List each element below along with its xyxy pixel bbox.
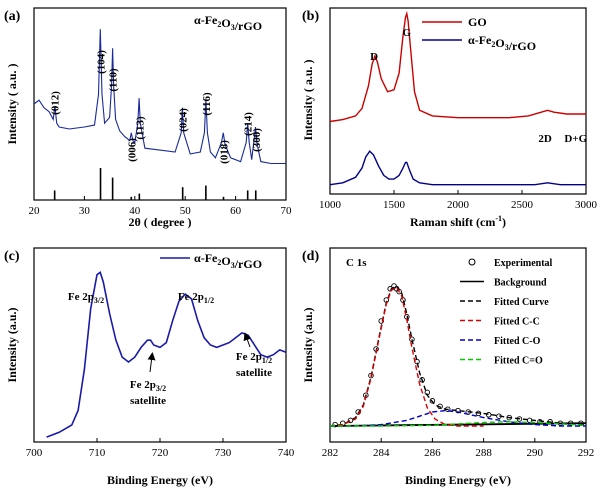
panel-c-xtick-label: 710	[89, 447, 106, 459]
panel-d-legend-label: Fitted C=O	[494, 356, 543, 367]
panel-c-xtick-label: 730	[215, 447, 232, 459]
panel-c-xtick-label: 700	[26, 447, 43, 459]
panel-c-arrow-sat32	[147, 352, 156, 373]
panel-b-peak-label: G	[403, 27, 412, 39]
panel-d-annotation: C 1s	[346, 257, 367, 269]
panel-c-xtick-label: 720	[152, 447, 169, 459]
panel-b-xtick-label: 3000	[575, 199, 598, 211]
panel-a-peak-label: (006)	[126, 138, 138, 162]
panel-d-experimental-point	[475, 410, 482, 417]
panel-c-label-fe2p32: Fe 2p3/2	[68, 291, 104, 305]
panel-c-label-sat12: Fe 2p1/2	[236, 351, 272, 365]
panel-d-legend-label: Fitted C-C	[494, 317, 540, 328]
panel-d-xtick-label: 292	[578, 447, 595, 459]
panel-b: (b) GO α-Fe2O3/rGO D G 2D D+G 1000 1500 2000 2…	[301, 7, 598, 229]
panel-a-peak-label: (300)	[251, 128, 263, 152]
panel-d-xtick-label: 290	[527, 447, 544, 459]
panel-d-xtick-label: 284	[373, 447, 390, 459]
panel-c-frame	[33, 247, 287, 443]
panel-b-go-series	[329, 10, 586, 123]
panel-d-legend-label: Experimental	[494, 258, 553, 269]
panel-b-id: (b)	[302, 9, 319, 24]
panel-d-xlabel: Binding Energy (eV)	[405, 473, 511, 487]
panel-d-xtick-label: 286	[424, 447, 441, 459]
panel-b-fe2o3-series	[329, 150, 586, 186]
panel-c-arrow-sat12	[243, 332, 252, 348]
panel-d-experimental-point	[400, 297, 406, 303]
panel-d-xtick-label: 288	[475, 447, 492, 459]
panel-d-ylabel: Intensity (a.u.)	[301, 307, 315, 382]
panel-a-xtick-label: 40	[129, 205, 141, 217]
panel-b-ylabel: Intensity ( a.u. )	[301, 59, 315, 140]
panel-b-peak-label: 2D	[538, 133, 552, 145]
panel-a-peak-label: (214)	[243, 112, 255, 136]
panel-d-id: (d)	[302, 249, 319, 264]
panel-b-xtick-label: 1500	[383, 199, 406, 211]
panel-d-legend-label: Fitted Curve	[494, 297, 549, 308]
panel-d-xtick-label: 282	[322, 447, 339, 459]
panel-d-fitted-curve-series	[329, 285, 587, 427]
panel-c: (c) α-Fe2O3/rGO Fe 2p3/2 Fe 2p1/2 Fe 2p3/2…	[4, 247, 295, 487]
panel-a-ylabel: Intensity ( a.u. )	[5, 63, 19, 144]
panel-a-xtick-label: 50	[180, 205, 192, 217]
panel-c-label-fe2p12: Fe 2p1/2	[178, 291, 214, 305]
panel-d-frame	[329, 247, 587, 443]
panel-b-xtick-label: 2500	[511, 199, 534, 211]
panel-d-experimental-point	[378, 318, 384, 324]
panel-d-experimental-point	[368, 372, 374, 379]
panel-d-experimental-point	[485, 412, 492, 418]
legend-c-label: α-Fe2O3/rGO	[194, 251, 262, 271]
panel-a-xtick-label: 60	[230, 205, 242, 217]
panel-b-peak-label: D+G	[564, 133, 587, 145]
panel-d-fitted-c-o-double-series	[330, 421, 587, 427]
panel-d-legend-label: Fitted C-O	[494, 336, 541, 347]
panel-a-xtick-label: 20	[29, 205, 41, 217]
panel-c-label-sat32: Fe 2p3/2	[130, 379, 166, 393]
panel-b-xlabel: Raman shift (cm-1)	[410, 214, 506, 229]
panel-a-legend-text: α-Fe2O3/rGO	[194, 13, 262, 33]
panel-a-peak-label: (018)	[219, 140, 231, 164]
panel-a-peak-label: (012)	[50, 91, 62, 115]
panel-b-frame	[329, 7, 587, 195]
panel-d-experimental-point	[332, 421, 338, 428]
panel-d-fitted-cc-series	[329, 286, 484, 427]
panel-b-peak-label: D	[370, 51, 378, 63]
panel-a: (a) α-Fe2O3/rGO (012) (104)(110) (006)(113…	[4, 7, 293, 229]
panel-d-legend-marker	[468, 258, 476, 266]
panel-a-peak-label: (104)	[96, 50, 108, 74]
panel-a-xlabel: 2θ ( degree )	[128, 215, 191, 229]
panel-a-peak-label: (113)	[134, 116, 146, 140]
panel-a-xtick-label: 30	[79, 205, 91, 217]
panel-d: (d) C 1s Experimental Background Fitted Cu…	[301, 247, 595, 487]
panel-b-xtick-label: 2000	[447, 199, 470, 211]
legend-go-label: GO	[468, 15, 487, 29]
panel-d-fitted-co-series	[330, 409, 586, 427]
panel-d-experimental-point	[429, 398, 436, 404]
panel-a-peak-label: (116)	[201, 92, 213, 116]
panel-a-peak-label: (024)	[178, 108, 190, 132]
panel-c-xlabel: Binding Energy (eV)	[107, 473, 213, 487]
panel-c-label-sat12-word: satellite	[236, 367, 272, 379]
panel-a-frame	[33, 7, 287, 201]
panel-a-peak-label: (110)	[108, 68, 120, 92]
panel-a-id: (a)	[4, 9, 21, 24]
panel-c-label-sat32-word: satellite	[130, 395, 166, 407]
panel-a-xrd-series	[33, 29, 286, 165]
panel-b-xtick-label: 1000	[319, 199, 342, 211]
legend-fe2o3-label: α-Fe2O3/rGO	[468, 33, 536, 53]
panel-d-experimental-point	[347, 417, 354, 424]
panel-c-xtick-label: 740	[278, 447, 295, 459]
panel-c-id: (c)	[4, 249, 20, 264]
panel-d-legend-label: Background	[494, 278, 547, 289]
panel-a-xtick-label: 70	[281, 205, 293, 217]
panel-c-ylabel: Intensity (a.u.)	[5, 307, 19, 382]
